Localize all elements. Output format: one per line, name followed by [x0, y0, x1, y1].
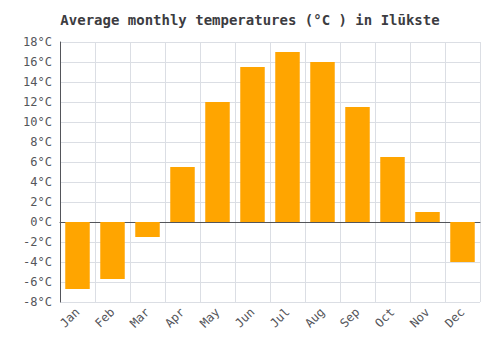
svg-text:2°C: 2°C	[30, 195, 52, 209]
svg-text:Jan: Jan	[57, 305, 82, 330]
svg-text:12°C: 12°C	[23, 95, 52, 109]
svg-text:4°C: 4°C	[30, 175, 52, 189]
svg-text:8°C: 8°C	[30, 135, 52, 149]
svg-text:-2°C: -2°C	[23, 235, 52, 249]
svg-text:16°C: 16°C	[23, 55, 52, 69]
svg-text:10°C: 10°C	[23, 115, 52, 129]
svg-text:Apr: Apr	[162, 305, 187, 330]
svg-text:Dec: Dec	[442, 305, 467, 330]
svg-text:-4°C: -4°C	[23, 255, 52, 269]
svg-text:Sep: Sep	[337, 305, 362, 330]
svg-text:Feb: Feb	[92, 305, 117, 330]
svg-text:Jul: Jul	[267, 305, 292, 330]
svg-text:Oct: Oct	[372, 305, 397, 330]
svg-text:Mar: Mar	[127, 305, 152, 330]
svg-text:Average monthly temperatures (: Average monthly temperatures (°C ) in Il…	[60, 12, 439, 28]
svg-text:-8°C: -8°C	[23, 295, 52, 309]
svg-text:18°C: 18°C	[23, 35, 52, 49]
svg-text:-6°C: -6°C	[23, 275, 52, 289]
svg-text:0°C: 0°C	[30, 215, 52, 229]
svg-text:Nov: Nov	[407, 305, 432, 330]
svg-text:May: May	[197, 305, 222, 330]
svg-text:Jun: Jun	[232, 305, 257, 330]
svg-text:6°C: 6°C	[30, 155, 52, 169]
svg-text:Aug: Aug	[302, 305, 327, 330]
svg-text:14°C: 14°C	[23, 75, 52, 89]
